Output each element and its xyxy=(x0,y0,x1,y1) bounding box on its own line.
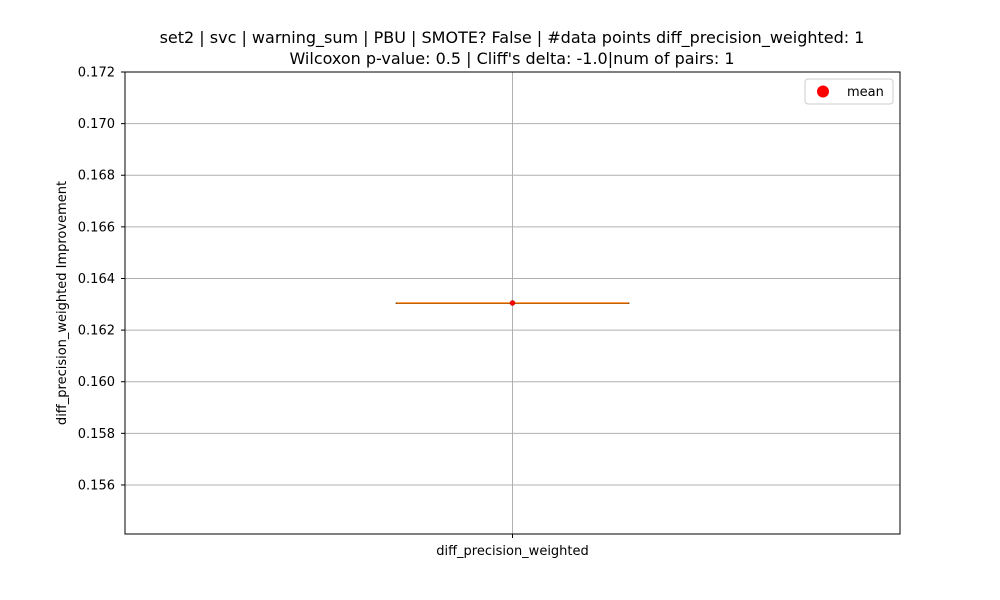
x-axis-ticks: diff_precision_weighted xyxy=(436,534,589,559)
chart-title-line-1: set2 | svc | warning_sum | PBU | SMOTE? … xyxy=(160,28,865,48)
y-tick-label: 0.160 xyxy=(78,375,115,390)
y-tick-label: 0.170 xyxy=(78,117,115,132)
y-tick-label: 0.162 xyxy=(78,324,115,339)
y-tick-label: 0.164 xyxy=(78,272,115,287)
y-axis-label: diff_precision_weighted Improvement xyxy=(55,181,70,425)
y-tick-label: 0.166 xyxy=(78,220,115,235)
legend: mean xyxy=(804,78,894,105)
box-plot-marks xyxy=(395,300,630,306)
x-tick-label: diff_precision_weighted xyxy=(436,544,589,559)
y-axis-ticks: 0.156 0.158 0.160 0.162 0.164 0.166 0.168 0.170… xyxy=(78,66,125,493)
y-tick-label: 0.156 xyxy=(78,478,115,493)
legend-frame xyxy=(804,78,894,105)
mean-marker xyxy=(509,300,516,306)
y-tick-label: 0.168 xyxy=(78,169,115,184)
legend-mean-marker xyxy=(817,85,829,98)
y-tick-label: 0.172 xyxy=(78,66,115,81)
legend-entry-mean: mean xyxy=(847,85,884,100)
y-tick-label: 0.158 xyxy=(78,427,115,442)
chart-title-line-2: Wilcoxon p-value: 0.5 | Cliff's delta: -… xyxy=(289,49,734,68)
